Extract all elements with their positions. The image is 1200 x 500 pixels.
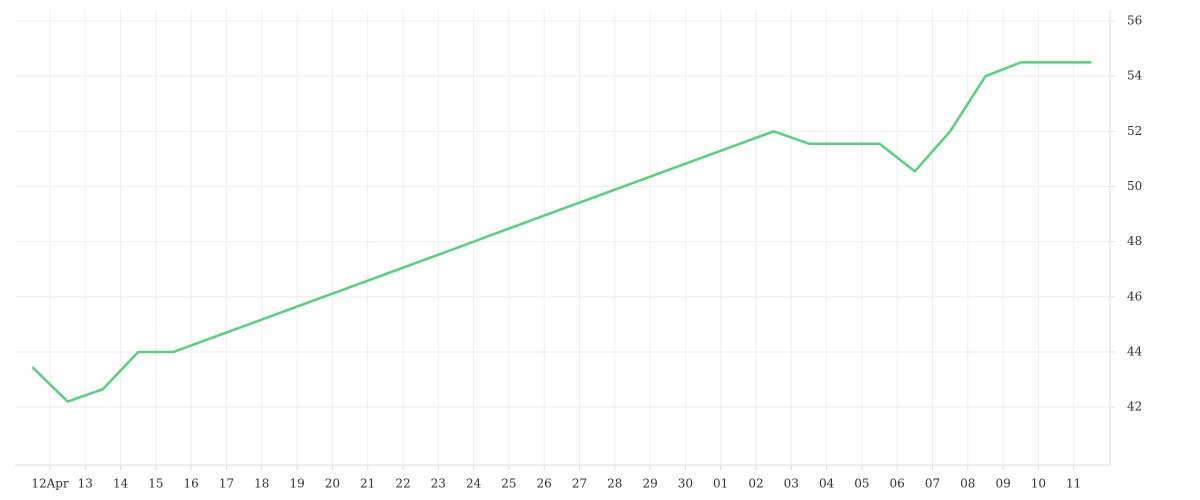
x-tick-label: 30: [678, 477, 693, 491]
x-tick-label: 17: [219, 477, 234, 491]
x-tick-label: 24: [466, 477, 482, 491]
x-tick-label: 15: [148, 477, 163, 491]
x-tick-label: 18: [254, 477, 269, 491]
x-tick-label: 16: [184, 477, 199, 491]
x-tick-label: 27: [572, 477, 587, 491]
x-tick-label: 05: [854, 477, 869, 491]
y-tick-label: 48: [1127, 234, 1142, 248]
x-tick-label: 23: [431, 477, 446, 491]
x-tick-label: 06: [890, 477, 905, 491]
x-tick-label: 12Apr: [31, 477, 69, 491]
x-tick-label: 28: [607, 477, 622, 491]
x-tick-label: 14: [113, 477, 129, 491]
x-tick-label: 11: [1066, 477, 1081, 491]
x-tick-label: 13: [78, 477, 93, 491]
x-tick-label: 25: [501, 477, 516, 491]
x-tick-label: 10: [1031, 477, 1046, 491]
y-tick-label: 42: [1127, 400, 1142, 414]
x-tick-label: 21: [360, 477, 375, 491]
x-tick-label: 04: [819, 477, 835, 491]
y-tick-label: 50: [1127, 179, 1142, 193]
x-tick-label: 20: [325, 477, 340, 491]
line-series: [31, 61, 1092, 403]
y-tick-label: 56: [1127, 14, 1142, 28]
x-tick-label: 29: [642, 477, 657, 491]
y-tick-label: 46: [1127, 289, 1142, 303]
y-tick-label: 44: [1127, 344, 1143, 358]
y-tick-label: 52: [1127, 124, 1142, 138]
x-tick-label: 26: [537, 477, 552, 491]
x-tick-label: 07: [925, 477, 940, 491]
x-tick-label: 19: [289, 477, 304, 491]
y-tick-label: 54: [1127, 69, 1143, 83]
x-tick-label: 09: [995, 477, 1010, 491]
x-tick-label: 01: [713, 477, 728, 491]
x-tick-label: 08: [960, 477, 975, 491]
x-tick-label: 22: [395, 477, 410, 491]
x-tick-label: 03: [784, 477, 799, 491]
x-tick-label: 02: [748, 477, 763, 491]
